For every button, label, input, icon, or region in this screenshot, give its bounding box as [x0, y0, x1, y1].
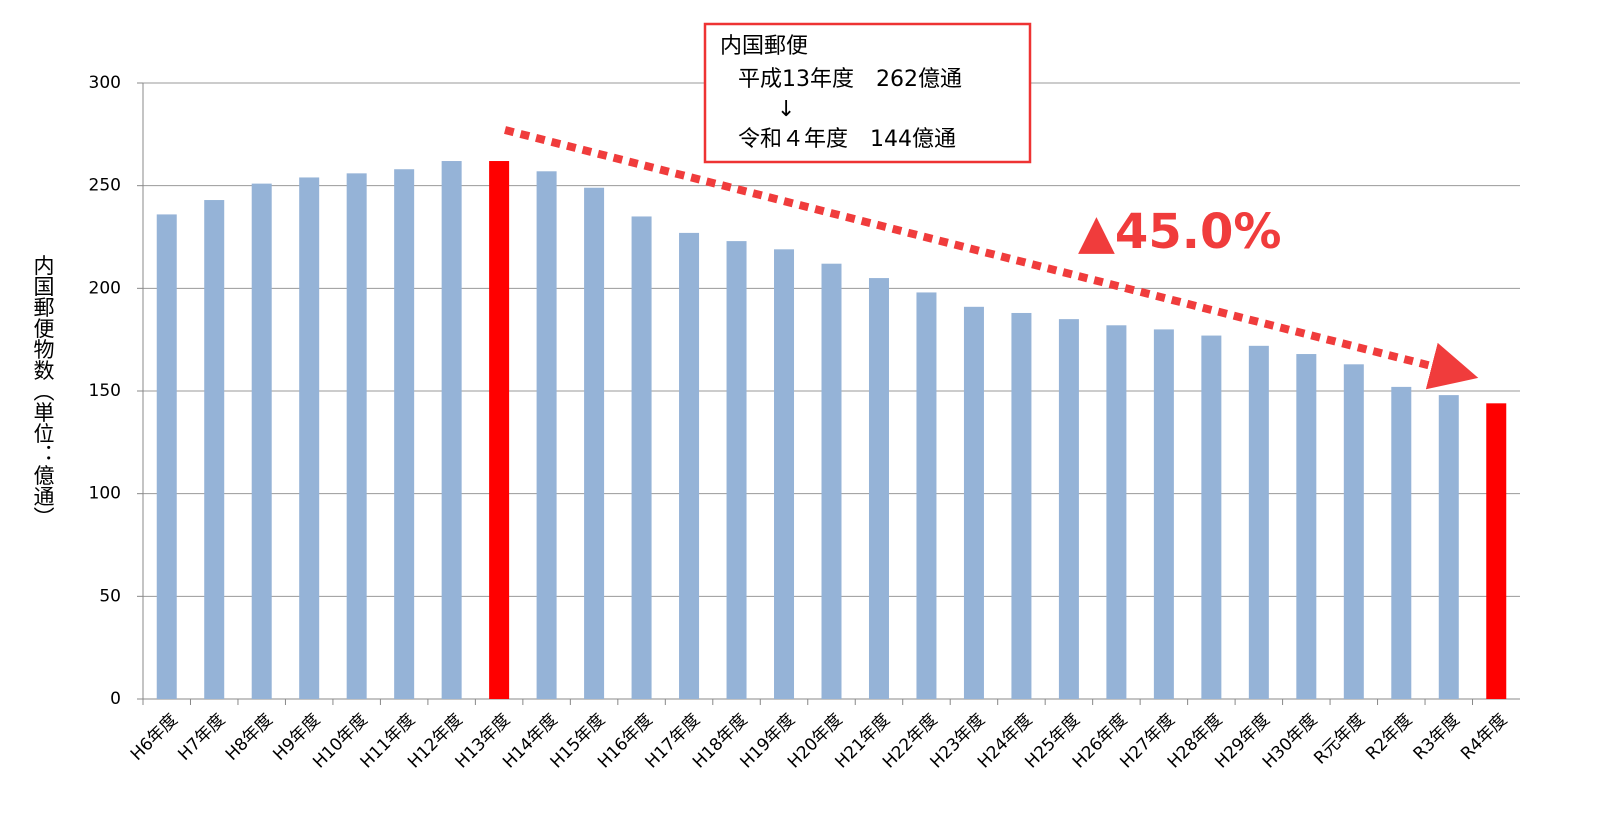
x-tick-label: R4年度: [1457, 710, 1511, 764]
bar: [1248, 345, 1269, 699]
bar: [1058, 319, 1079, 699]
bar: [1106, 325, 1127, 699]
x-tick-label: H7年度: [174, 710, 229, 765]
change-label: ▲45.0%: [1078, 204, 1281, 260]
bar: [584, 187, 605, 699]
bar: [489, 161, 510, 699]
bar: [1153, 329, 1174, 699]
bar: [1438, 395, 1459, 699]
x-tick-label: R元年度: [1310, 710, 1369, 769]
annotation-box: [703, 22, 1032, 164]
trend-arrow: [504, 126, 1479, 390]
x-tick-label: H8年度: [222, 710, 277, 765]
annotation-line: 令和４年度 144億通: [738, 127, 956, 152]
x-tick-label: R2年度: [1362, 710, 1416, 764]
y-tick-label: 0: [110, 689, 121, 709]
bar: [774, 249, 795, 699]
x-tick-label: R3年度: [1410, 710, 1464, 764]
annotation-line: ↓: [777, 97, 795, 122]
plot: 050100150200250300H6年度H7年度H8年度H9年度H10年度H…: [89, 73, 1520, 772]
bar: [1011, 312, 1032, 699]
bar: [299, 177, 320, 699]
bar: [204, 200, 225, 700]
bar: [1201, 335, 1222, 699]
bar: [156, 214, 177, 699]
annotation-line: 平成13年度 262億通: [738, 67, 962, 92]
annotation-line: 内国郵便: [720, 34, 808, 59]
bar: [963, 306, 984, 699]
bar: [868, 278, 889, 699]
bar: [679, 232, 700, 700]
bar: [346, 173, 367, 699]
y-tick-label: 250: [89, 176, 121, 196]
y-tick-label: 150: [89, 381, 121, 401]
x-tick-label: H6年度: [127, 710, 182, 765]
y-axis-label: 内国郵便物数（単位：億通）: [31, 255, 55, 528]
bar: [631, 216, 652, 699]
bar: [536, 171, 557, 699]
bar: [1343, 364, 1364, 699]
bar: [821, 263, 842, 699]
bar: [394, 169, 415, 700]
bar: [726, 241, 747, 699]
y-tick-label: 300: [89, 73, 121, 93]
bar: [251, 183, 272, 699]
bar: [1296, 354, 1317, 699]
y-tick-label: 100: [89, 484, 121, 504]
bar: [441, 161, 462, 699]
bar: [1486, 403, 1507, 699]
y-tick-label: 200: [89, 278, 121, 298]
bar: [916, 292, 937, 699]
y-tick-label: 50: [99, 586, 121, 606]
bar: [1391, 386, 1412, 699]
